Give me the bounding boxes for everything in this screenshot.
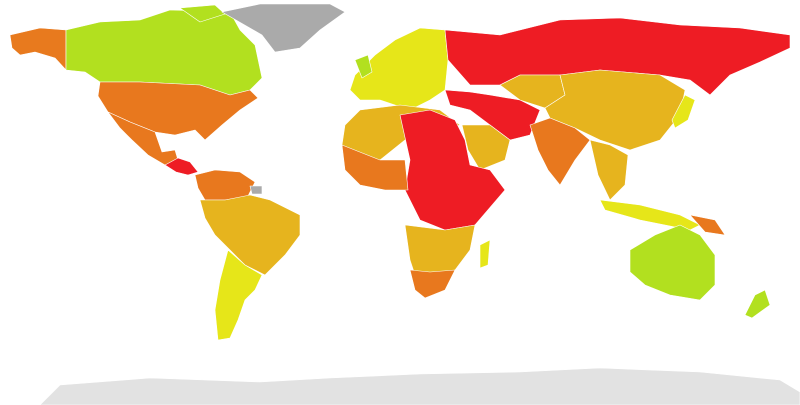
antarctica xyxy=(39,367,800,405)
south-africa xyxy=(409,269,456,299)
west-africa xyxy=(341,144,409,191)
guianas xyxy=(249,185,263,195)
australia xyxy=(629,224,716,301)
china-mongolia xyxy=(544,69,686,151)
arabia xyxy=(461,124,511,171)
europe xyxy=(349,27,449,111)
central-america xyxy=(164,157,199,176)
canada xyxy=(65,9,263,96)
greenland xyxy=(221,3,346,53)
japan xyxy=(671,94,696,129)
papua xyxy=(689,214,726,236)
iceland-uk xyxy=(354,54,373,79)
new-zealand xyxy=(744,289,771,319)
alaska xyxy=(9,27,67,71)
se-asia xyxy=(589,139,629,201)
india xyxy=(529,117,591,186)
indonesia xyxy=(599,199,701,231)
turkey-iran xyxy=(444,89,541,141)
madagascar xyxy=(479,239,491,269)
southern-cone xyxy=(214,249,263,341)
brazil-peru xyxy=(199,194,301,276)
